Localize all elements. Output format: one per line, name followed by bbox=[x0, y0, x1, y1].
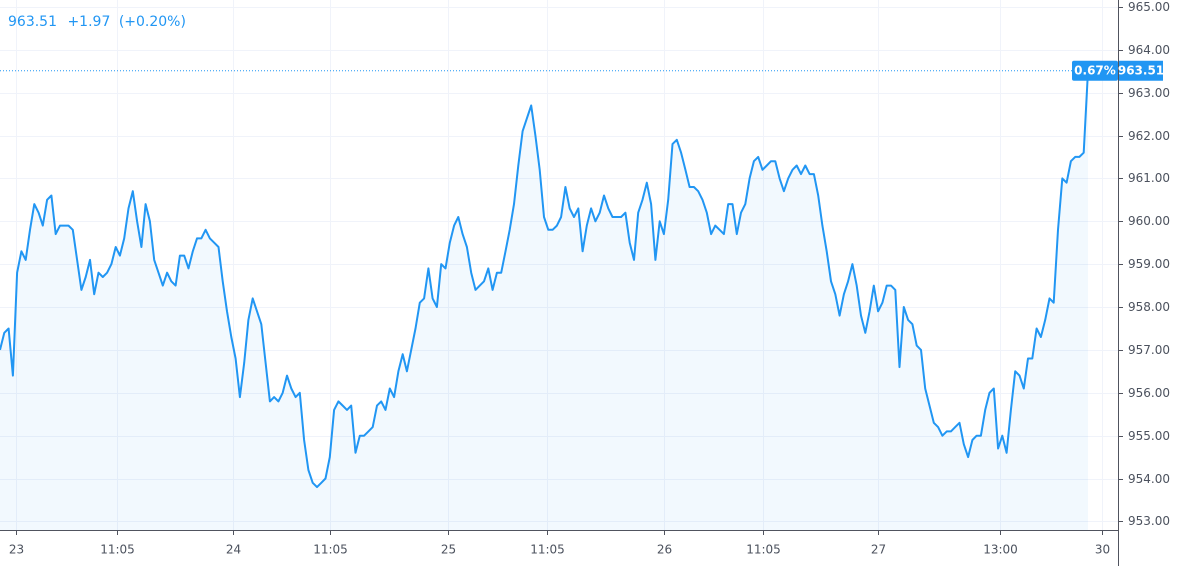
y-tick-label: 956.00 bbox=[1128, 386, 1170, 400]
x-tick-label: 11:05 bbox=[530, 543, 565, 557]
plot bbox=[0, 70, 1118, 531]
area bbox=[0, 70, 1088, 531]
header-price: 963.51 bbox=[8, 14, 57, 30]
x-tick-label: 30 bbox=[1095, 543, 1110, 557]
x-tick-label: 23 bbox=[9, 543, 24, 557]
x-tick-label: 24 bbox=[226, 543, 241, 557]
x-tick-label: 13:00 bbox=[983, 543, 1018, 557]
y-tick-label: 955.00 bbox=[1128, 429, 1170, 443]
y-tick-label: 960.00 bbox=[1128, 214, 1170, 228]
x-tick-label: 27 bbox=[871, 543, 886, 557]
y-tick-label: 957.00 bbox=[1128, 343, 1170, 357]
y-tick-label: 961.00 bbox=[1128, 171, 1170, 185]
x-tick-label: 11:05 bbox=[746, 543, 781, 557]
price-badge-label: 963.51 bbox=[1118, 63, 1164, 77]
header-change: +1.97 bbox=[67, 14, 110, 30]
y-tick-label: 963.00 bbox=[1128, 86, 1170, 100]
x-tick-label: 25 bbox=[441, 543, 456, 557]
y-tick-label: 962.00 bbox=[1128, 129, 1170, 143]
price-badge bbox=[1119, 60, 1163, 81]
header-quote: 963.51 +1.97 (+0.20%) bbox=[8, 14, 186, 30]
x-tick-label: 11:05 bbox=[100, 543, 135, 557]
y-tick-label: 964.00 bbox=[1128, 43, 1170, 57]
axes: 953.00 954.00 955.00 956.00 957.00 958.00 959.… bbox=[0, 0, 1170, 566]
y-tick-label: 953.00 bbox=[1128, 514, 1170, 528]
x-tick-label: 11:05 bbox=[313, 543, 348, 557]
x-tick-label: 26 bbox=[657, 543, 672, 557]
y-tick-label: 959.00 bbox=[1128, 257, 1170, 271]
y-tick-label: 954.00 bbox=[1128, 472, 1170, 486]
header-change-pct: (+0.20%) bbox=[119, 14, 186, 30]
line bbox=[0, 70, 1089, 489]
y-tick-label: 965.00 bbox=[1128, 0, 1170, 14]
y-tick-label: 958.00 bbox=[1128, 300, 1170, 314]
percent-badge-label: 0.67% bbox=[1074, 63, 1116, 77]
percent-badge bbox=[1072, 60, 1118, 81]
